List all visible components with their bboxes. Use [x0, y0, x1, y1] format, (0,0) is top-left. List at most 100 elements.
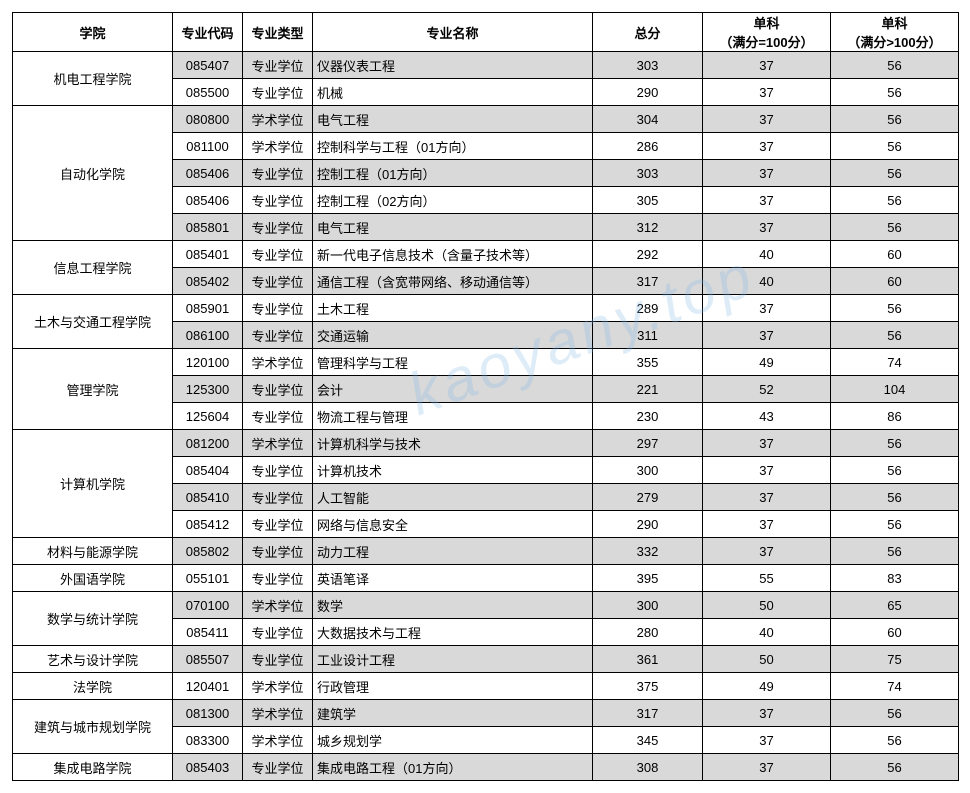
total-cell: 221 [593, 376, 703, 403]
s2-cell: 56 [831, 79, 959, 106]
score-table: 学院 专业代码 专业类型 专业名称 总分 单科 （满分=100分） 单科 （满分… [12, 12, 959, 781]
table-row: 法学院120401学术学位行政管理3754974 [13, 673, 959, 700]
major-cell: 电气工程 [313, 214, 593, 241]
s1-cell: 37 [703, 754, 831, 781]
s1-cell: 50 [703, 592, 831, 619]
major-cell: 集成电路工程（01方向） [313, 754, 593, 781]
total-cell: 361 [593, 646, 703, 673]
major-cell: 人工智能 [313, 484, 593, 511]
code-cell: 086100 [173, 322, 243, 349]
code-cell: 085403 [173, 754, 243, 781]
major-cell: 行政管理 [313, 673, 593, 700]
s2-cell: 56 [831, 484, 959, 511]
s2-cell: 56 [831, 457, 959, 484]
college-cell: 土木与交通工程学院 [13, 295, 173, 349]
major-cell: 会计 [313, 376, 593, 403]
code-cell: 055101 [173, 565, 243, 592]
type-cell: 专业学位 [243, 295, 313, 322]
s1-cell: 40 [703, 619, 831, 646]
total-cell: 317 [593, 700, 703, 727]
header-name: 专业名称 [313, 13, 593, 52]
s2-cell: 56 [831, 430, 959, 457]
type-cell: 专业学位 [243, 403, 313, 430]
s2-cell: 56 [831, 160, 959, 187]
s2-cell: 86 [831, 403, 959, 430]
s1-cell: 37 [703, 700, 831, 727]
s1-cell: 37 [703, 322, 831, 349]
total-cell: 311 [593, 322, 703, 349]
table-row: 艺术与设计学院085507专业学位工业设计工程3615075 [13, 646, 959, 673]
s2-cell: 56 [831, 538, 959, 565]
type-cell: 专业学位 [243, 376, 313, 403]
major-cell: 控制工程（02方向） [313, 187, 593, 214]
major-cell: 城乡规划学 [313, 727, 593, 754]
header-code: 专业代码 [173, 13, 243, 52]
code-cell: 085402 [173, 268, 243, 295]
code-cell: 085802 [173, 538, 243, 565]
total-cell: 292 [593, 241, 703, 268]
type-cell: 学术学位 [243, 592, 313, 619]
s2-cell: 56 [831, 187, 959, 214]
table-row: 外国语学院055101专业学位英语笔译3955583 [13, 565, 959, 592]
s1-cell: 37 [703, 160, 831, 187]
s2-cell: 83 [831, 565, 959, 592]
s2-cell: 56 [831, 214, 959, 241]
header-s2: 单科 （满分>100分） [831, 13, 959, 52]
s1-cell: 37 [703, 106, 831, 133]
s2-cell: 60 [831, 268, 959, 295]
college-cell: 计算机学院 [13, 430, 173, 538]
total-cell: 317 [593, 268, 703, 295]
major-cell: 网络与信息安全 [313, 511, 593, 538]
s1-cell: 37 [703, 511, 831, 538]
s2-cell: 74 [831, 673, 959, 700]
table-row: 集成电路学院085403专业学位集成电路工程（01方向）3083756 [13, 754, 959, 781]
major-cell: 计算机技术 [313, 457, 593, 484]
total-cell: 375 [593, 673, 703, 700]
type-cell: 专业学位 [243, 79, 313, 106]
major-cell: 英语笔译 [313, 565, 593, 592]
code-cell: 085411 [173, 619, 243, 646]
table-row: 自动化学院080800学术学位电气工程3043756 [13, 106, 959, 133]
total-cell: 303 [593, 160, 703, 187]
total-cell: 230 [593, 403, 703, 430]
total-cell: 345 [593, 727, 703, 754]
s1-cell: 37 [703, 430, 831, 457]
type-cell: 学术学位 [243, 133, 313, 160]
s2-cell: 56 [831, 106, 959, 133]
total-cell: 312 [593, 214, 703, 241]
type-cell: 专业学位 [243, 160, 313, 187]
major-cell: 新一代电子信息技术（含量子技术等） [313, 241, 593, 268]
s1-cell: 37 [703, 295, 831, 322]
table-row: 信息工程学院085401专业学位新一代电子信息技术（含量子技术等）2924060 [13, 241, 959, 268]
s1-cell: 37 [703, 727, 831, 754]
type-cell: 学术学位 [243, 700, 313, 727]
code-cell: 081200 [173, 430, 243, 457]
s2-cell: 60 [831, 241, 959, 268]
total-cell: 297 [593, 430, 703, 457]
s2-cell: 56 [831, 511, 959, 538]
table-row: 土木与交通工程学院085901专业学位土木工程2893756 [13, 295, 959, 322]
table-row: 机电工程学院085407专业学位仪器仪表工程3033756 [13, 52, 959, 79]
total-cell: 286 [593, 133, 703, 160]
s1-cell: 37 [703, 484, 831, 511]
s2-cell: 56 [831, 295, 959, 322]
major-cell: 工业设计工程 [313, 646, 593, 673]
type-cell: 专业学位 [243, 619, 313, 646]
table-row: 数学与统计学院070100学术学位数学3005065 [13, 592, 959, 619]
s2-cell: 75 [831, 646, 959, 673]
type-cell: 专业学位 [243, 214, 313, 241]
type-cell: 专业学位 [243, 511, 313, 538]
total-cell: 304 [593, 106, 703, 133]
s2-cell: 104 [831, 376, 959, 403]
table-row: 材料与能源学院085802专业学位动力工程3323756 [13, 538, 959, 565]
major-cell: 建筑学 [313, 700, 593, 727]
s1-cell: 43 [703, 403, 831, 430]
s2-cell: 56 [831, 700, 959, 727]
type-cell: 专业学位 [243, 565, 313, 592]
total-cell: 395 [593, 565, 703, 592]
code-cell: 120401 [173, 673, 243, 700]
s1-cell: 52 [703, 376, 831, 403]
total-cell: 290 [593, 511, 703, 538]
header-type: 专业类型 [243, 13, 313, 52]
total-cell: 355 [593, 349, 703, 376]
